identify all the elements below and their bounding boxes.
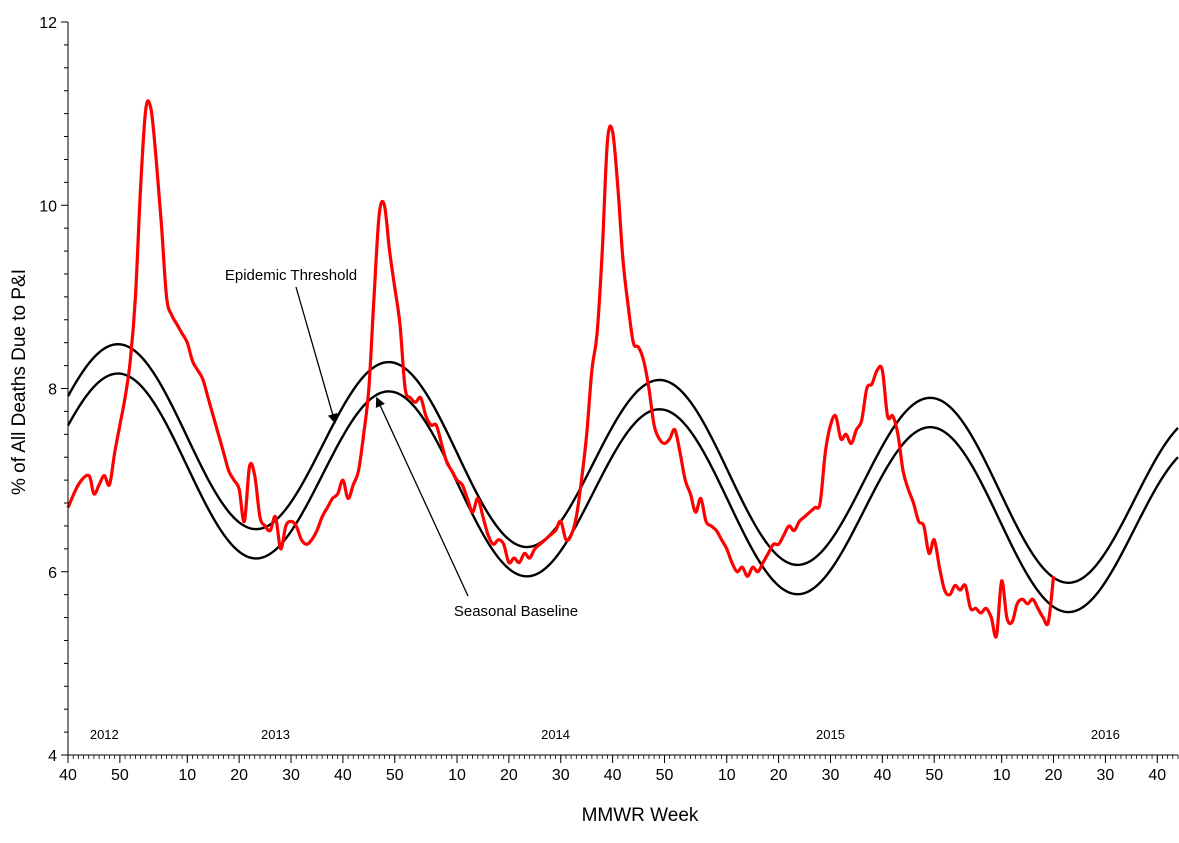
x-tick-label: 40	[334, 767, 352, 784]
x-tick-label: 30	[282, 767, 300, 784]
epidemic-threshold-label: Epidemic Threshold	[225, 267, 357, 284]
y-tick-label: 4	[48, 748, 57, 765]
seasonal-baseline-arrow	[375, 396, 469, 597]
y-tick-label: 10	[39, 198, 57, 215]
y-tick-label: 6	[48, 565, 57, 582]
x-tick-label: 10	[993, 767, 1011, 784]
x-axis-title: MMWR Week	[582, 805, 699, 826]
year-label: 2016	[1091, 727, 1120, 742]
epidemic-threshold-annotation: Epidemic Threshold	[225, 267, 357, 424]
x-tick-label: 10	[718, 767, 736, 784]
x-tick-label: 30	[1096, 767, 1114, 784]
epidemic-threshold-arrow	[295, 286, 338, 424]
x-tick-label: 20	[500, 767, 518, 784]
x-tick-label: 10	[448, 767, 466, 784]
x-tick-label: 50	[111, 767, 129, 784]
x-tick-label: 30	[822, 767, 840, 784]
x-tick-label: 50	[386, 767, 404, 784]
seasonal-baseline-annotation: Seasonal Baseline	[375, 396, 578, 620]
x-tick-label: 10	[178, 767, 196, 784]
year-label: 2013	[261, 727, 290, 742]
x-tick-label: 20	[770, 767, 788, 784]
x-tick-label: 50	[925, 767, 943, 784]
x-tick-label: 50	[656, 767, 674, 784]
year-label: 2015	[816, 727, 845, 742]
seasonal-baseline-line	[66, 372, 1179, 614]
x-tick-label: 40	[1148, 767, 1166, 784]
y-tick-label: 8	[48, 382, 57, 399]
x-tick-label: 40	[604, 767, 622, 784]
x-tick-label: 40	[59, 767, 77, 784]
x-tick-label: 40	[873, 767, 891, 784]
year-label: 2014	[541, 727, 570, 742]
x-tick-label: 20	[1045, 767, 1063, 784]
pi-mortality-line	[66, 99, 1056, 639]
y-tick-label: 12	[39, 15, 57, 32]
x-tick-label: 30	[552, 767, 570, 784]
x-tick-label: 20	[230, 767, 248, 784]
year-label: 2012	[90, 727, 119, 742]
y-axis-title: % of All Deaths Due to P&I	[9, 269, 30, 495]
seasonal-baseline-label: Seasonal Baseline	[454, 603, 578, 620]
epidemic-threshold-line	[66, 343, 1179, 584]
